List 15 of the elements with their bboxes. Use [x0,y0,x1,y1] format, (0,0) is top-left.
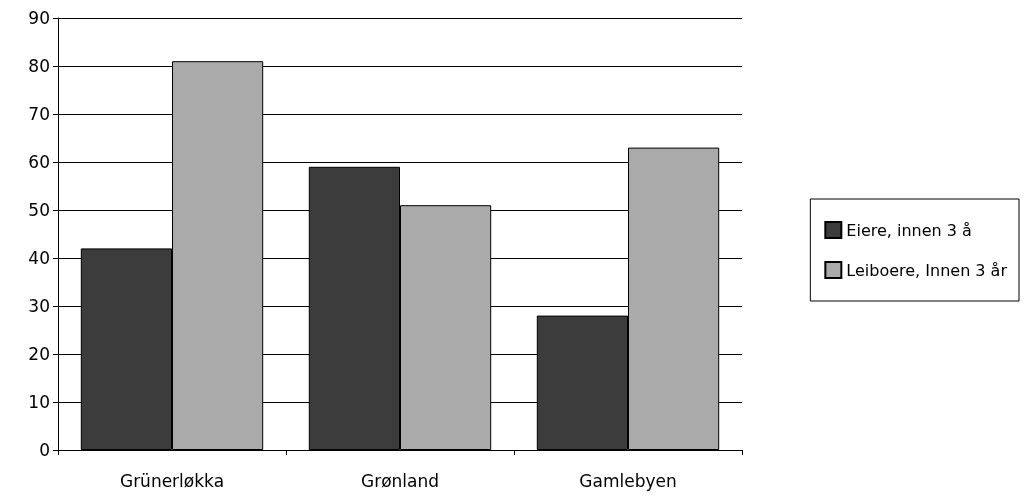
y-tick-label: 70 [28,104,50,124]
y-tick-label: 40 [28,248,50,268]
x-tick-label: Grünerløkka [119,470,225,491]
y-tick-label: 80 [28,56,50,76]
y-tick-label: 30 [28,296,50,316]
y-tick-label: 10 [28,392,50,412]
legend-label: Eiere, innen 3 å [846,220,972,240]
y-tick-label: 50 [28,200,50,220]
y-tick-label: 90 [28,8,50,28]
x-tick-label: Gamlebyen [579,470,677,491]
x-tick-label: Grønland [360,470,440,491]
legend-label: Leiboere, Innen 3 år [846,260,1008,280]
y-tick-label: 20 [28,344,50,364]
y-tick-label: 60 [28,152,50,172]
y-tick-label: 0 [39,440,50,460]
